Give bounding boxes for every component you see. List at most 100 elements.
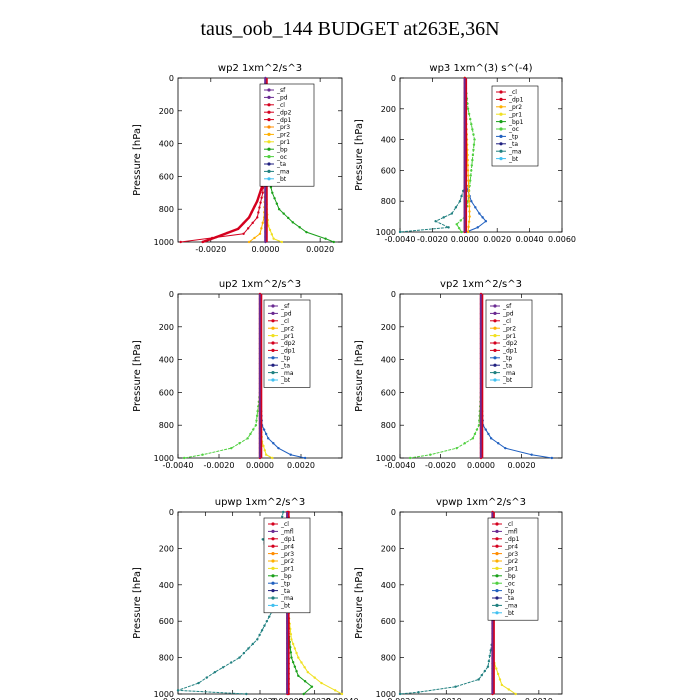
series-point-ma	[268, 615, 271, 618]
legend-label: _ma	[280, 370, 294, 377]
legend-label: _bt	[504, 610, 515, 617]
series-point-cl	[253, 205, 256, 208]
series-point-tp	[550, 456, 554, 460]
legend-marker	[495, 611, 499, 615]
series-line-oc	[184, 392, 261, 459]
series-point-bp	[287, 216, 290, 220]
series-point-pr1	[280, 240, 284, 244]
series-point-tp	[289, 453, 292, 456]
legend-marker	[271, 596, 275, 600]
series-point-oc	[246, 437, 249, 440]
series-point-pr1	[297, 656, 300, 659]
series-point-tp	[264, 432, 268, 436]
series-point-ma	[454, 685, 457, 688]
y-axis-label: Pressure [hPa]	[354, 567, 365, 639]
legend-marker	[271, 304, 275, 308]
y-tick-label: 200	[381, 544, 396, 553]
series-line-cl	[202, 127, 267, 244]
series-point-bp	[302, 692, 305, 696]
legend-label: _tp	[280, 580, 290, 587]
legend-label: _cl	[280, 521, 289, 528]
legend-label: _ta	[502, 362, 512, 369]
series-point-pr2	[247, 240, 251, 244]
series-point-pr2	[466, 169, 470, 172]
legend-marker	[493, 326, 497, 330]
legend-label: _pr1	[280, 566, 294, 573]
legend-marker	[267, 103, 271, 107]
legend-marker	[271, 348, 275, 352]
series-point-pr1	[262, 444, 265, 448]
series-point-pr2	[261, 221, 264, 225]
series-point-oc	[469, 117, 472, 121]
legend-label: _pr2	[504, 558, 518, 565]
series-point-ma	[281, 515, 284, 518]
series-point-ma	[450, 212, 454, 215]
series-point-oc	[472, 148, 475, 152]
x-tick-label: 0.00020	[298, 697, 331, 700]
legend-label: _pr2	[280, 325, 294, 332]
series-point-oc	[470, 164, 474, 167]
series-point-tp	[262, 428, 266, 431]
y-tick-label: 1000	[376, 690, 396, 699]
x-tick-label: -0.00080	[160, 697, 196, 700]
panel-1: wp2 1xm^2/s^3 Pressure [hPa] 0 200 400 600 800…	[132, 63, 343, 254]
series-point-ma	[256, 638, 259, 641]
series-point-ma	[454, 206, 458, 209]
x-tick-label: -0.00060	[187, 697, 223, 700]
y-tick-label: 200	[159, 544, 174, 553]
y-tick-label: 1000	[376, 228, 396, 237]
series-point-bp	[273, 197, 276, 200]
panel-5: upwp 1xm^2/s^3 Pressure [hPa] 0 200 400 600 80…	[132, 497, 359, 700]
legend-marker	[499, 149, 503, 153]
y-tick-label: 600	[159, 172, 174, 181]
series-line-dp1	[180, 143, 266, 243]
legend-label: _ma	[280, 595, 294, 602]
legend-label: _sf	[280, 303, 290, 310]
series-point-dp1	[257, 211, 260, 214]
series-point-dp1	[251, 221, 254, 225]
series-point-bp	[310, 685, 314, 688]
series-point-pr2	[467, 225, 470, 229]
x-tick-label: 0.0000	[479, 697, 507, 700]
series-point-cl	[256, 199, 259, 203]
legend-marker	[495, 522, 499, 526]
y-tick-label: 1000	[154, 690, 174, 699]
legend-label: _dp1	[280, 348, 296, 355]
series-point-pr1	[268, 228, 272, 232]
series-point-bp	[282, 212, 285, 215]
series-point-oc	[457, 226, 461, 230]
series-point-ma	[265, 620, 269, 623]
series-point-oc	[473, 432, 477, 436]
series-point-ma	[480, 673, 483, 677]
series-point-bp	[297, 674, 300, 677]
y-tick-label: 200	[159, 323, 174, 332]
series-point-ma	[197, 681, 200, 685]
series-point-bp	[303, 680, 307, 683]
series-point-ma	[176, 689, 180, 692]
series-point-tp	[277, 446, 280, 450]
legend-marker	[267, 110, 271, 114]
legend-marker	[271, 552, 275, 556]
series-point-bp	[305, 230, 308, 234]
legend-label: _dp1	[280, 536, 296, 543]
x-tick-label: 0.0000	[451, 235, 479, 244]
series-point-tp	[487, 432, 490, 436]
plot-frame	[177, 77, 343, 243]
legend-label: _cl	[502, 318, 511, 325]
legend-label: _ma	[504, 603, 518, 610]
series-point-oc	[455, 446, 458, 450]
x-tick-label: -0.0020	[425, 461, 456, 470]
series-point-pr2	[467, 174, 470, 177]
series-point-ma	[261, 538, 264, 541]
legend-label: _bp	[276, 146, 288, 153]
series-point-oc	[230, 446, 233, 450]
plot-frame	[399, 77, 563, 233]
series-point-pr2	[467, 184, 470, 187]
legend-marker	[493, 319, 497, 323]
series-line-pr1	[492, 657, 516, 695]
series-point-ma	[477, 678, 480, 681]
y-tick-label: 800	[159, 205, 174, 214]
x-tick-label: -0.0020	[204, 461, 235, 470]
y-tick-label: 800	[159, 654, 174, 663]
legend-label: _mfl	[280, 529, 294, 536]
